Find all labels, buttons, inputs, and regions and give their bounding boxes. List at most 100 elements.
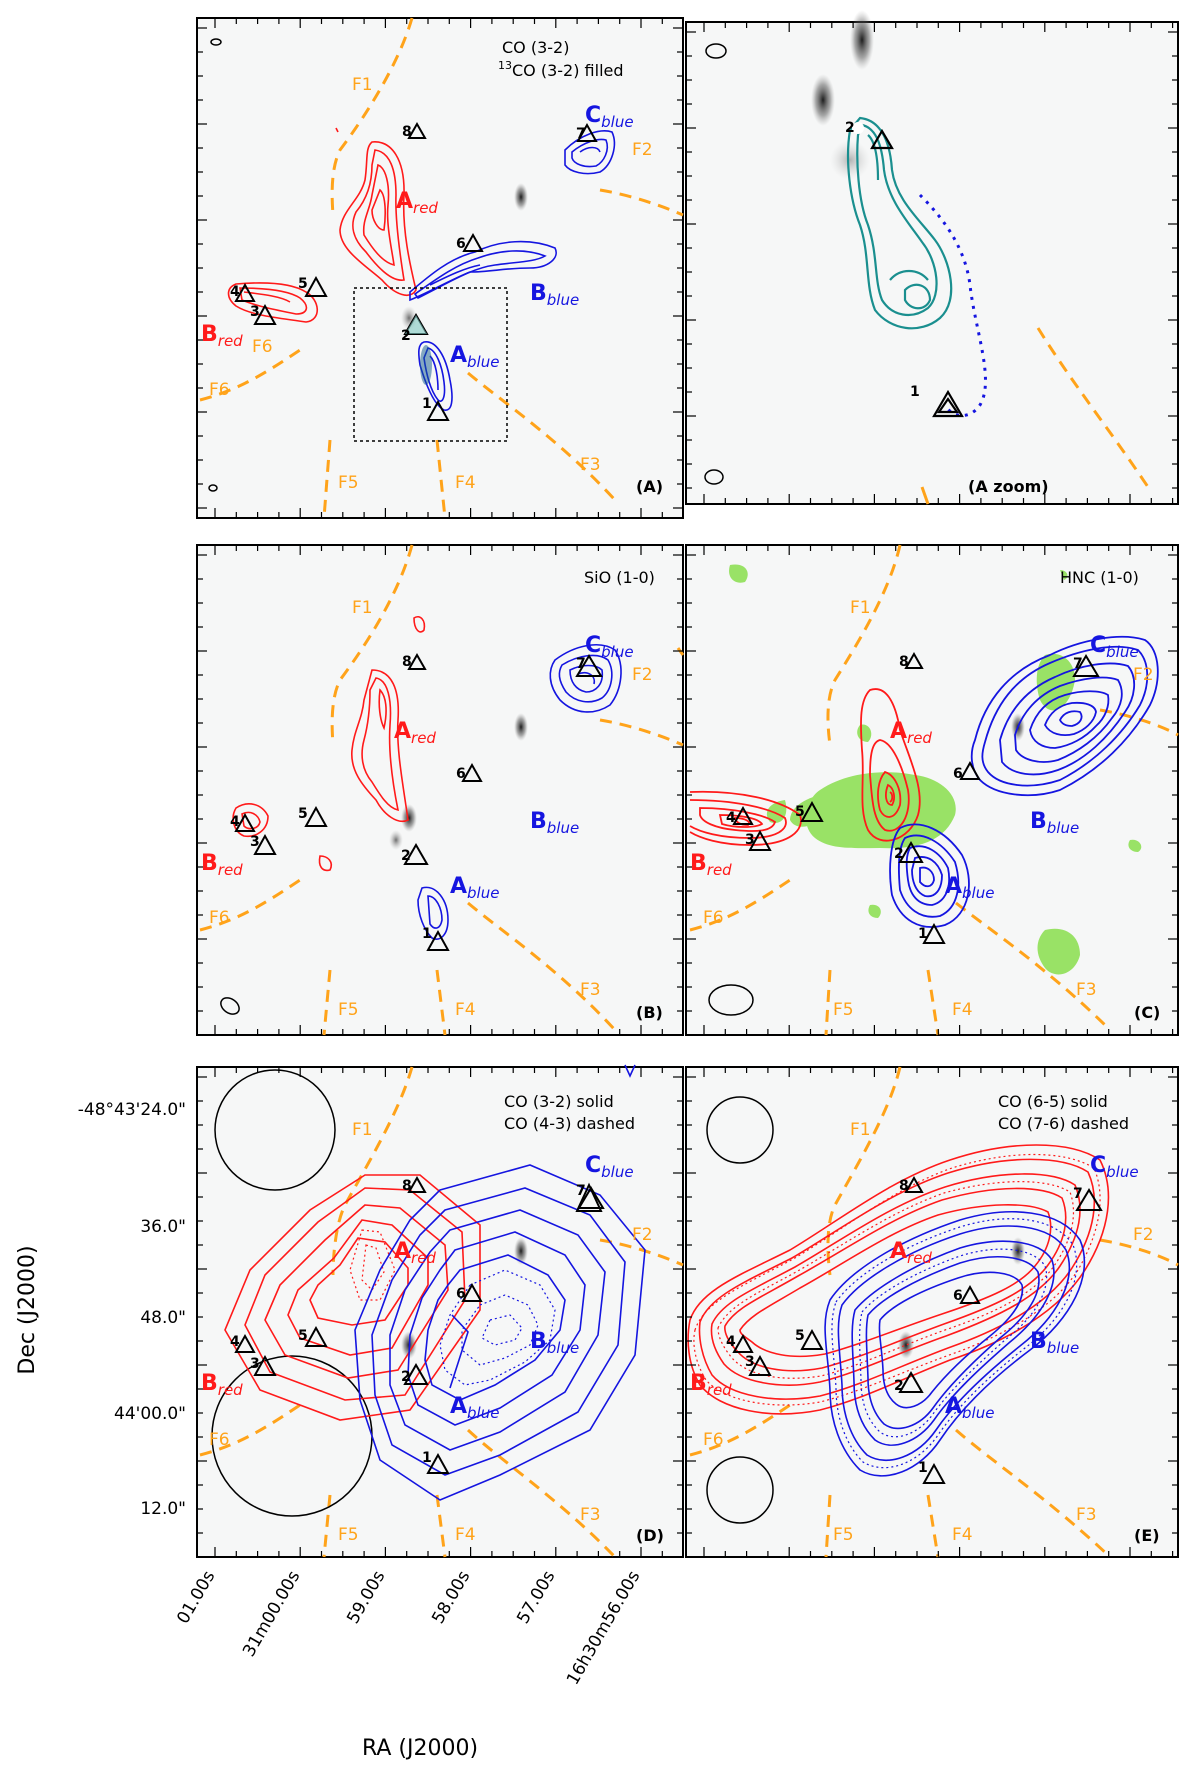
source-label-6: 6 (456, 1286, 466, 1302)
lobe-label-Cblue: Cblue (585, 633, 634, 661)
source-label-1: 1 (422, 1450, 432, 1466)
contour-A-red (335, 127, 417, 296)
contour-A-red (224, 1174, 481, 1421)
source-label-6: 6 (953, 1288, 963, 1304)
lobe-label-Bblue: Bblue (530, 281, 579, 309)
source-label-3: 3 (250, 304, 260, 320)
filament-label-F2: F2 (632, 140, 653, 160)
ra-tick-label: 58.00s (428, 1567, 474, 1627)
panel-D (196, 1064, 684, 1559)
lobe-label-Bblue: Bblue (530, 1329, 579, 1357)
contour-B-red (232, 803, 333, 872)
source-label-8: 8 (402, 124, 412, 140)
filament-label-F4: F4 (952, 1000, 973, 1020)
source-label-5: 5 (795, 1328, 805, 1344)
panel-B (196, 544, 685, 1036)
filament-label-F3: F3 (580, 455, 601, 475)
dec-tick-label: 44'00.0" (114, 1404, 186, 1424)
dec-tick-label: 36.0" (140, 1217, 186, 1237)
filaments (199, 17, 684, 519)
panelD-tag: (D) (636, 1526, 664, 1545)
contour-red (687, 1144, 1110, 1415)
source-label-4: 4 (230, 284, 240, 300)
source-label-3: 3 (250, 1356, 260, 1372)
source-label-7: 7 (1073, 1186, 1083, 1202)
filament-label-F3: F3 (1076, 980, 1097, 1000)
filament-label-F4: F4 (952, 1525, 973, 1545)
panelE-tag: (E) (1134, 1526, 1160, 1545)
source-label-5: 5 (795, 804, 805, 820)
source-label-2: 2 (845, 120, 855, 136)
lobe-label-Ablue: Ablue (450, 1394, 499, 1422)
panelC-tag: (C) (1134, 1003, 1160, 1022)
source-label-3: 3 (745, 1354, 755, 1370)
filament-label-F1: F1 (352, 1120, 373, 1140)
contour-blue (824, 1211, 1086, 1477)
ra-tick-label: 01.00s (173, 1567, 219, 1627)
panelA-title-1: CO (3-2) (502, 38, 569, 57)
lobe-label-Cblue: Cblue (1090, 1153, 1139, 1181)
panelC-title: HNC (1-0) (1060, 568, 1139, 587)
source-label-2: 2 (401, 328, 411, 344)
panel-C (685, 544, 1179, 1036)
source-label-8: 8 (899, 1178, 909, 1194)
lobe-label-Ablue: Ablue (450, 343, 499, 371)
filament-label-F2: F2 (1133, 665, 1154, 685)
zoom-region (353, 287, 508, 442)
x-axis-title: RA (J2000) (362, 1736, 478, 1761)
dec-tick-label: 12.0" (140, 1499, 186, 1519)
source-label-2: 2 (894, 1378, 904, 1394)
filament-label-F4: F4 (455, 1525, 476, 1545)
lobe-label-Bred: Bred (201, 851, 243, 879)
dec-tick-label: 48.0" (140, 1308, 186, 1328)
continuum-blob (514, 183, 528, 211)
lobe-label-Cblue: Cblue (585, 103, 634, 131)
source-label-3: 3 (250, 834, 260, 850)
dec-tick-label: -48°43'24.0" (78, 1100, 186, 1120)
panelA-title-2: 13CO (3-2) filled (498, 59, 624, 80)
contour-B-C-blue (970, 635, 1159, 797)
source-label-4: 4 (230, 814, 240, 830)
source-label-7: 7 (576, 1183, 586, 1199)
source-label-8: 8 (899, 654, 909, 670)
contour-A-blue-dotted (918, 193, 987, 417)
contour-13co (846, 116, 953, 330)
filament-label-F6: F6 (209, 380, 230, 400)
lobe-label-Bred: Bred (201, 1371, 243, 1399)
panel-A-zoom (685, 10, 1179, 505)
panel-E (685, 1066, 1179, 1559)
filament-label-F5: F5 (338, 1000, 359, 1020)
panelE-title-1: CO (6-5) solid (998, 1092, 1108, 1111)
source-label-6: 6 (456, 766, 466, 782)
source-label-1: 1 (422, 396, 432, 412)
y-axis-title: Dec (J2000) (15, 1245, 40, 1374)
lobe-label-Bblue: Bblue (1030, 809, 1079, 837)
lobe-label-Bred: Bred (690, 851, 732, 879)
contour-B-blue (409, 240, 557, 302)
source-label-8: 8 (402, 1178, 412, 1194)
source-label-4: 4 (726, 1334, 736, 1350)
filament-label-F1: F1 (352, 598, 373, 618)
filament-label-F6: F6 (703, 908, 724, 928)
lobe-label-Bblue: Bblue (530, 809, 579, 837)
lobe-label-Bred: Bred (690, 1371, 732, 1399)
source-label-6: 6 (456, 236, 466, 252)
lobe-label-Ared: Ared (394, 1239, 436, 1267)
source-label-5: 5 (298, 806, 308, 822)
panelAzoom-tag: (A zoom) (968, 477, 1049, 496)
filament-label-F3: F3 (580, 1505, 601, 1525)
source-label-7: 7 (576, 656, 586, 672)
contour-C-blue (549, 644, 622, 713)
source-label-5: 5 (298, 1328, 308, 1344)
panelA-tag: (A) (636, 477, 663, 496)
panelD-title-2: CO (4-3) dashed (504, 1114, 635, 1133)
contour-A-red (351, 615, 426, 822)
source-label-7: 7 (576, 126, 586, 142)
filament-label-F2: F2 (1133, 1225, 1154, 1245)
filament-label-F5: F5 (833, 1000, 854, 1020)
source-label-7: 7 (1073, 656, 1083, 672)
panelB-tag: (B) (636, 1003, 663, 1022)
source-label-5: 5 (298, 276, 308, 292)
filament-label-F1: F1 (352, 75, 373, 95)
